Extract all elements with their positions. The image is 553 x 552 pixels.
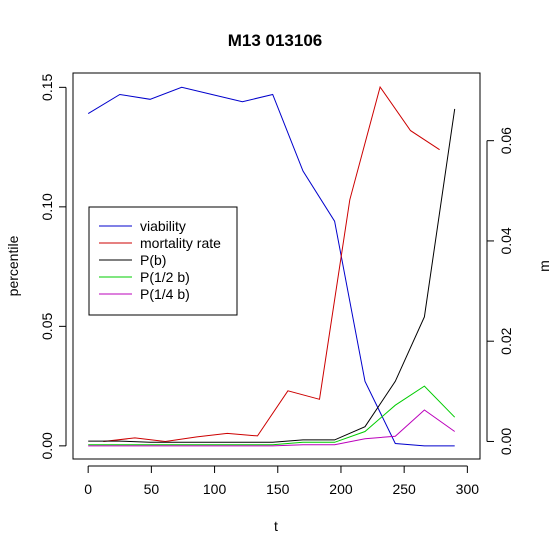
legend-label: P(1/2 b) — [140, 269, 190, 285]
y-left-tick-label: 0.00 — [39, 432, 55, 459]
x-tick-label: 100 — [203, 481, 227, 497]
legend-label: P(1/4 b) — [140, 286, 190, 302]
y-right-tick-label: 0.06 — [498, 127, 514, 154]
series-line-p-1-4-b — [88, 409, 455, 447]
series-line-p-b — [88, 108, 456, 443]
series-line-mortality-rate — [103, 85, 440, 443]
series-line-p-1-2-b — [88, 385, 456, 446]
x-axis-label: t — [274, 518, 278, 534]
legend-label: viability — [140, 218, 186, 234]
chart-title: M13 013106 — [228, 31, 323, 50]
x-tick-label: 300 — [456, 481, 480, 497]
y-left-tick-label: 0.15 — [39, 74, 55, 101]
x-tick-label: 50 — [144, 481, 160, 497]
y-right-tick-label: 0.02 — [498, 327, 514, 354]
legend-box — [88, 206, 238, 316]
series-layer — [87, 85, 456, 447]
x-axis: 0 50 100 150 200 250 300 — [84, 465, 480, 497]
plot-area — [72, 72, 481, 460]
y-axis-left-label: percentile — [5, 235, 21, 296]
x-tick-label: 150 — [266, 481, 290, 497]
x-tick-label: 200 — [329, 481, 353, 497]
y-left-tick-label: 0.05 — [39, 313, 55, 340]
y-axis-right-label: m — [536, 260, 552, 272]
x-tick-label: 250 — [392, 481, 416, 497]
series-line-viability — [87, 86, 455, 447]
y-right-tick-label: 0.00 — [498, 428, 514, 455]
y-right-tick-label: 0.04 — [498, 227, 514, 254]
y-left-tick-label: 0.10 — [39, 193, 55, 220]
y-axis-left: 0.00 0.05 0.10 0.15 — [39, 74, 67, 459]
x-tick-label: 0 — [84, 481, 92, 497]
y-axis-right: 0.00 0.02 0.04 0.06 — [486, 127, 514, 455]
legend-label: P(b) — [140, 252, 166, 268]
legend-label: mortality rate — [140, 235, 221, 251]
